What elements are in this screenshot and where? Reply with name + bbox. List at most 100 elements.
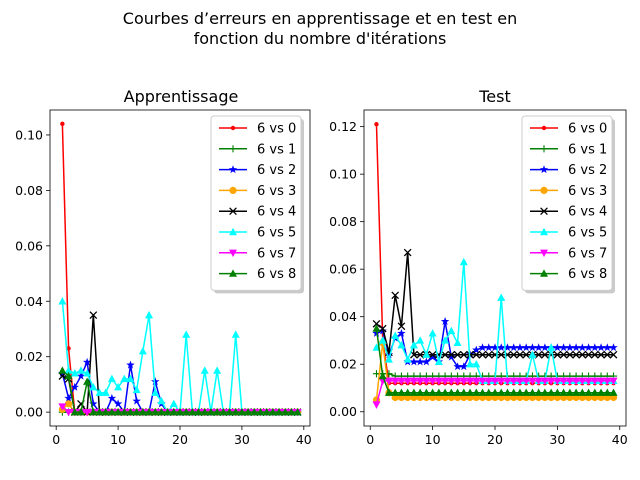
series-6-vs-8 — [58, 366, 302, 416]
legend-entry: 6 vs 3 — [219, 184, 296, 199]
data-point — [231, 407, 240, 416]
data-point — [409, 388, 418, 396]
chart-title: Apprentissage — [124, 87, 239, 106]
data-point — [403, 248, 412, 257]
data-point — [428, 388, 437, 396]
data-point — [515, 343, 525, 352]
data-point — [213, 366, 222, 374]
data-point — [151, 407, 160, 416]
data-point — [403, 355, 412, 363]
data-point — [89, 382, 98, 391]
data-point — [478, 377, 487, 386]
test-error-chart: Test 0 10 20 30 40 0.00 0.02 0.04 0.06 0.08 0.10 0.… — [329, 87, 628, 447]
data-point — [95, 407, 104, 416]
data-point — [434, 357, 443, 366]
data-point — [565, 343, 575, 352]
data-point — [441, 388, 450, 396]
data-point — [472, 345, 481, 354]
data-point — [58, 366, 67, 374]
data-point — [453, 377, 462, 386]
x-tick-label: 0 — [52, 432, 60, 447]
y-tick-label: 0.10 — [329, 167, 357, 182]
data-point — [113, 399, 123, 408]
data-point — [250, 407, 259, 416]
data-point — [206, 407, 215, 416]
data-point — [237, 407, 246, 416]
legend-marker — [540, 227, 548, 236]
data-point — [384, 350, 394, 359]
data-point — [559, 377, 568, 386]
data-point — [64, 366, 73, 374]
data-point — [572, 388, 581, 396]
legend-marker — [539, 165, 549, 174]
data-point — [138, 346, 147, 355]
legend-entry: 6 vs 7 — [219, 246, 296, 261]
data-point — [540, 343, 550, 352]
data-point — [58, 297, 67, 305]
data-point — [559, 350, 568, 359]
legend-entry: 6 vs 1 — [219, 142, 296, 157]
data-point — [509, 350, 518, 359]
legend-entry: 6 vs 8 — [530, 267, 607, 282]
legend-label: 6 vs 4 — [257, 205, 296, 220]
legend-marker — [540, 145, 548, 153]
data-point — [409, 357, 419, 366]
data-point — [145, 407, 154, 416]
legend-box — [210, 115, 302, 291]
figure-title-line-1: Courbes d’erreurs en apprentissage et en… — [123, 9, 517, 28]
y-tick-label: 0.10 — [15, 127, 43, 142]
data-point — [466, 360, 475, 368]
y-tick-label: 0.04 — [329, 309, 357, 324]
data-point — [534, 388, 543, 396]
data-point — [225, 407, 234, 416]
data-point — [126, 360, 135, 369]
data-point — [422, 357, 431, 366]
legend-entry: 6 vs 3 — [530, 184, 607, 199]
series-line — [62, 314, 298, 413]
data-point — [374, 122, 379, 127]
data-point — [384, 377, 393, 386]
data-point — [107, 374, 116, 383]
legend-label: 6 vs 4 — [568, 205, 607, 220]
data-point — [372, 324, 381, 332]
data-point — [293, 407, 302, 416]
y-tick-label: 0.00 — [15, 405, 43, 420]
data-point — [553, 343, 562, 352]
data-point — [484, 388, 493, 396]
data-point — [422, 350, 431, 358]
data-point — [409, 341, 418, 349]
data-point — [497, 377, 506, 386]
legend-marker — [229, 227, 237, 236]
data-point — [107, 407, 116, 416]
legend-label: 6 vs 0 — [568, 122, 607, 137]
legend-entry: 6 vs 4 — [219, 205, 296, 220]
data-point — [522, 343, 531, 352]
data-point — [553, 350, 562, 359]
data-point — [213, 407, 222, 416]
data-point — [66, 346, 71, 351]
data-point — [597, 350, 605, 359]
data-point — [590, 350, 599, 359]
data-point — [157, 407, 166, 416]
data-point — [459, 362, 468, 371]
data-point — [83, 369, 92, 377]
legend-marker — [229, 186, 237, 194]
legend-marker — [540, 186, 548, 194]
data-point — [515, 377, 524, 386]
y-tick-label: 0.08 — [329, 214, 357, 229]
legend-marker — [229, 207, 237, 216]
y-tick-label: 0.12 — [329, 119, 357, 134]
data-point — [126, 407, 135, 416]
data-point — [441, 377, 450, 386]
data-point — [572, 377, 581, 386]
data-point — [244, 407, 253, 416]
data-point — [522, 350, 531, 359]
legend-marker — [540, 249, 548, 257]
data-point — [397, 328, 406, 337]
data-point — [372, 401, 381, 409]
data-point — [472, 360, 481, 368]
legend-label: 6 vs 5 — [568, 226, 607, 241]
x-tick-label: 10 — [110, 432, 126, 447]
data-point — [82, 357, 92, 366]
data-point — [428, 377, 437, 386]
